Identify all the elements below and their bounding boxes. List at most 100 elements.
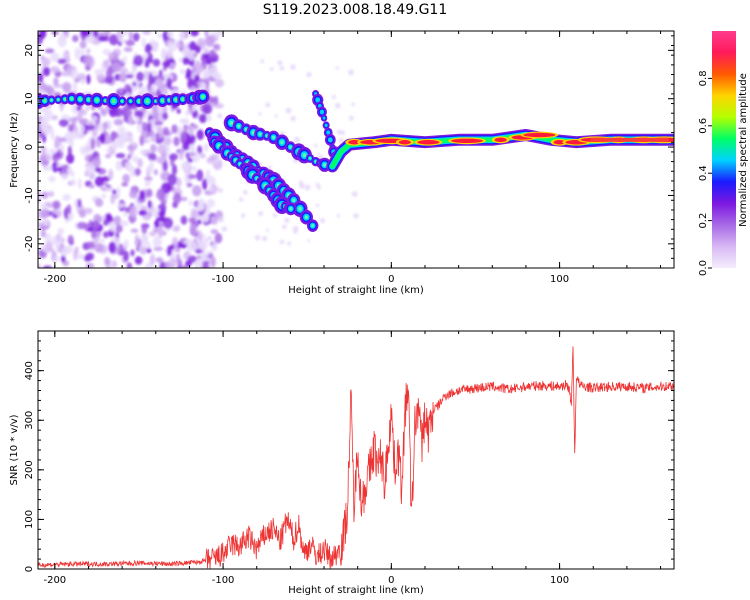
band-10hz-blob bbox=[50, 98, 53, 102]
noise-speckle bbox=[159, 87, 169, 93]
noise-speckle bbox=[166, 77, 172, 89]
noise-speckle bbox=[139, 190, 146, 200]
noise-speckle bbox=[158, 210, 166, 218]
band-10hz-blob bbox=[43, 98, 47, 103]
noise-speckle bbox=[44, 48, 55, 54]
noise-speckle bbox=[110, 193, 116, 205]
noise-speckle bbox=[145, 248, 152, 254]
noise-speckle bbox=[221, 226, 228, 232]
noise-speckle bbox=[205, 35, 215, 47]
noise-speckle bbox=[108, 241, 117, 254]
noise-speckle bbox=[67, 145, 72, 157]
noise-speckle bbox=[85, 105, 91, 111]
noise-speckle bbox=[196, 169, 204, 182]
noise-speckle bbox=[315, 182, 320, 188]
noise-speckle bbox=[144, 44, 152, 54]
noise-speckle bbox=[77, 198, 82, 208]
spectrogram-y-tick-label: -20 bbox=[24, 236, 35, 252]
spectrogram-y-tick-label: 20 bbox=[24, 44, 35, 57]
noise-speckle bbox=[154, 78, 163, 87]
noise-speckle bbox=[185, 68, 192, 78]
noise-speckle bbox=[38, 263, 42, 268]
noise-speckle bbox=[201, 233, 206, 240]
noise-speckle bbox=[66, 204, 72, 215]
noise-speckle bbox=[113, 118, 124, 126]
noise-speckle bbox=[217, 187, 223, 194]
noise-speckle bbox=[139, 134, 145, 147]
noise-speckle bbox=[171, 164, 178, 176]
noise-speckle bbox=[306, 71, 312, 78]
noise-speckle bbox=[176, 108, 181, 114]
spectrogram-y-tick-label: 10 bbox=[24, 92, 35, 105]
noise-speckle bbox=[152, 236, 162, 248]
noise-speckle bbox=[202, 46, 209, 54]
noise-speckle bbox=[171, 88, 179, 94]
chirp-d-blob bbox=[322, 116, 326, 120]
noise-speckle bbox=[192, 185, 202, 197]
noise-speckle bbox=[279, 66, 285, 71]
noise-speckle bbox=[85, 74, 91, 85]
noise-speckle bbox=[60, 246, 68, 257]
noise-speckle bbox=[93, 220, 100, 230]
chirp-a-blob bbox=[298, 206, 302, 211]
noise-speckle bbox=[134, 256, 143, 265]
noise-speckle bbox=[176, 41, 183, 49]
noise-speckle bbox=[85, 124, 95, 131]
snr-y-tick-label: 200 bbox=[24, 460, 35, 479]
noise-speckle bbox=[185, 260, 192, 267]
noise-speckle bbox=[44, 232, 52, 244]
chirp-d-blob bbox=[324, 123, 328, 128]
noise-speckle bbox=[165, 144, 171, 156]
noise-speckle bbox=[191, 165, 197, 172]
noise-speckle bbox=[78, 119, 86, 124]
noise-speckle bbox=[57, 227, 65, 235]
noise-speckle bbox=[170, 244, 175, 250]
noise-speckle bbox=[200, 153, 206, 159]
noise-speckle bbox=[127, 136, 134, 143]
noise-speckle bbox=[140, 246, 147, 256]
noise-speckle bbox=[128, 262, 133, 268]
noise-speckle bbox=[209, 65, 219, 77]
noise-speckle bbox=[182, 143, 191, 151]
noise-speckle bbox=[83, 54, 93, 67]
noise-speckle bbox=[152, 109, 159, 119]
noise-speckle bbox=[104, 257, 111, 266]
noise-speckle bbox=[334, 102, 341, 109]
noise-speckle bbox=[88, 121, 93, 126]
noise-speckle bbox=[88, 155, 94, 163]
noise-speckle bbox=[313, 143, 318, 148]
noise-speckle bbox=[50, 52, 60, 63]
noise-speckle bbox=[127, 144, 135, 151]
noise-speckle bbox=[127, 154, 132, 160]
noise-speckle bbox=[182, 57, 190, 65]
noise-speckle bbox=[58, 118, 69, 127]
noise-speckle bbox=[64, 31, 69, 38]
spectrogram-frame bbox=[37, 30, 675, 269]
noise-speckle bbox=[103, 31, 111, 36]
noise-speckle bbox=[210, 229, 219, 235]
chirp-d-blob bbox=[326, 130, 331, 135]
noise-speckle bbox=[153, 168, 159, 176]
noise-speckle bbox=[122, 31, 129, 36]
noise-speckle bbox=[86, 48, 91, 54]
peak-core bbox=[523, 132, 556, 138]
noise-speckle bbox=[141, 223, 148, 235]
noise-speckle bbox=[125, 39, 135, 47]
noise-speckle bbox=[185, 110, 190, 116]
noise-speckle bbox=[89, 172, 95, 181]
snr-x-tick-label: 0 bbox=[388, 575, 394, 586]
noise-speckle bbox=[61, 82, 72, 93]
noise-speckle bbox=[42, 66, 51, 77]
noise-speckle bbox=[197, 198, 205, 210]
noise-speckle bbox=[216, 31, 224, 37]
noise-speckle bbox=[179, 196, 188, 202]
noise-speckle bbox=[196, 255, 203, 260]
noise-speckle bbox=[348, 115, 354, 121]
noise-speckle bbox=[91, 229, 97, 239]
noise-speckle bbox=[105, 213, 112, 221]
noise-speckle bbox=[175, 177, 182, 188]
snr-y-tick-label: 0 bbox=[24, 566, 35, 572]
noise-speckle bbox=[77, 221, 88, 230]
noise-speckle bbox=[112, 189, 117, 195]
noise-speckle bbox=[132, 81, 137, 87]
